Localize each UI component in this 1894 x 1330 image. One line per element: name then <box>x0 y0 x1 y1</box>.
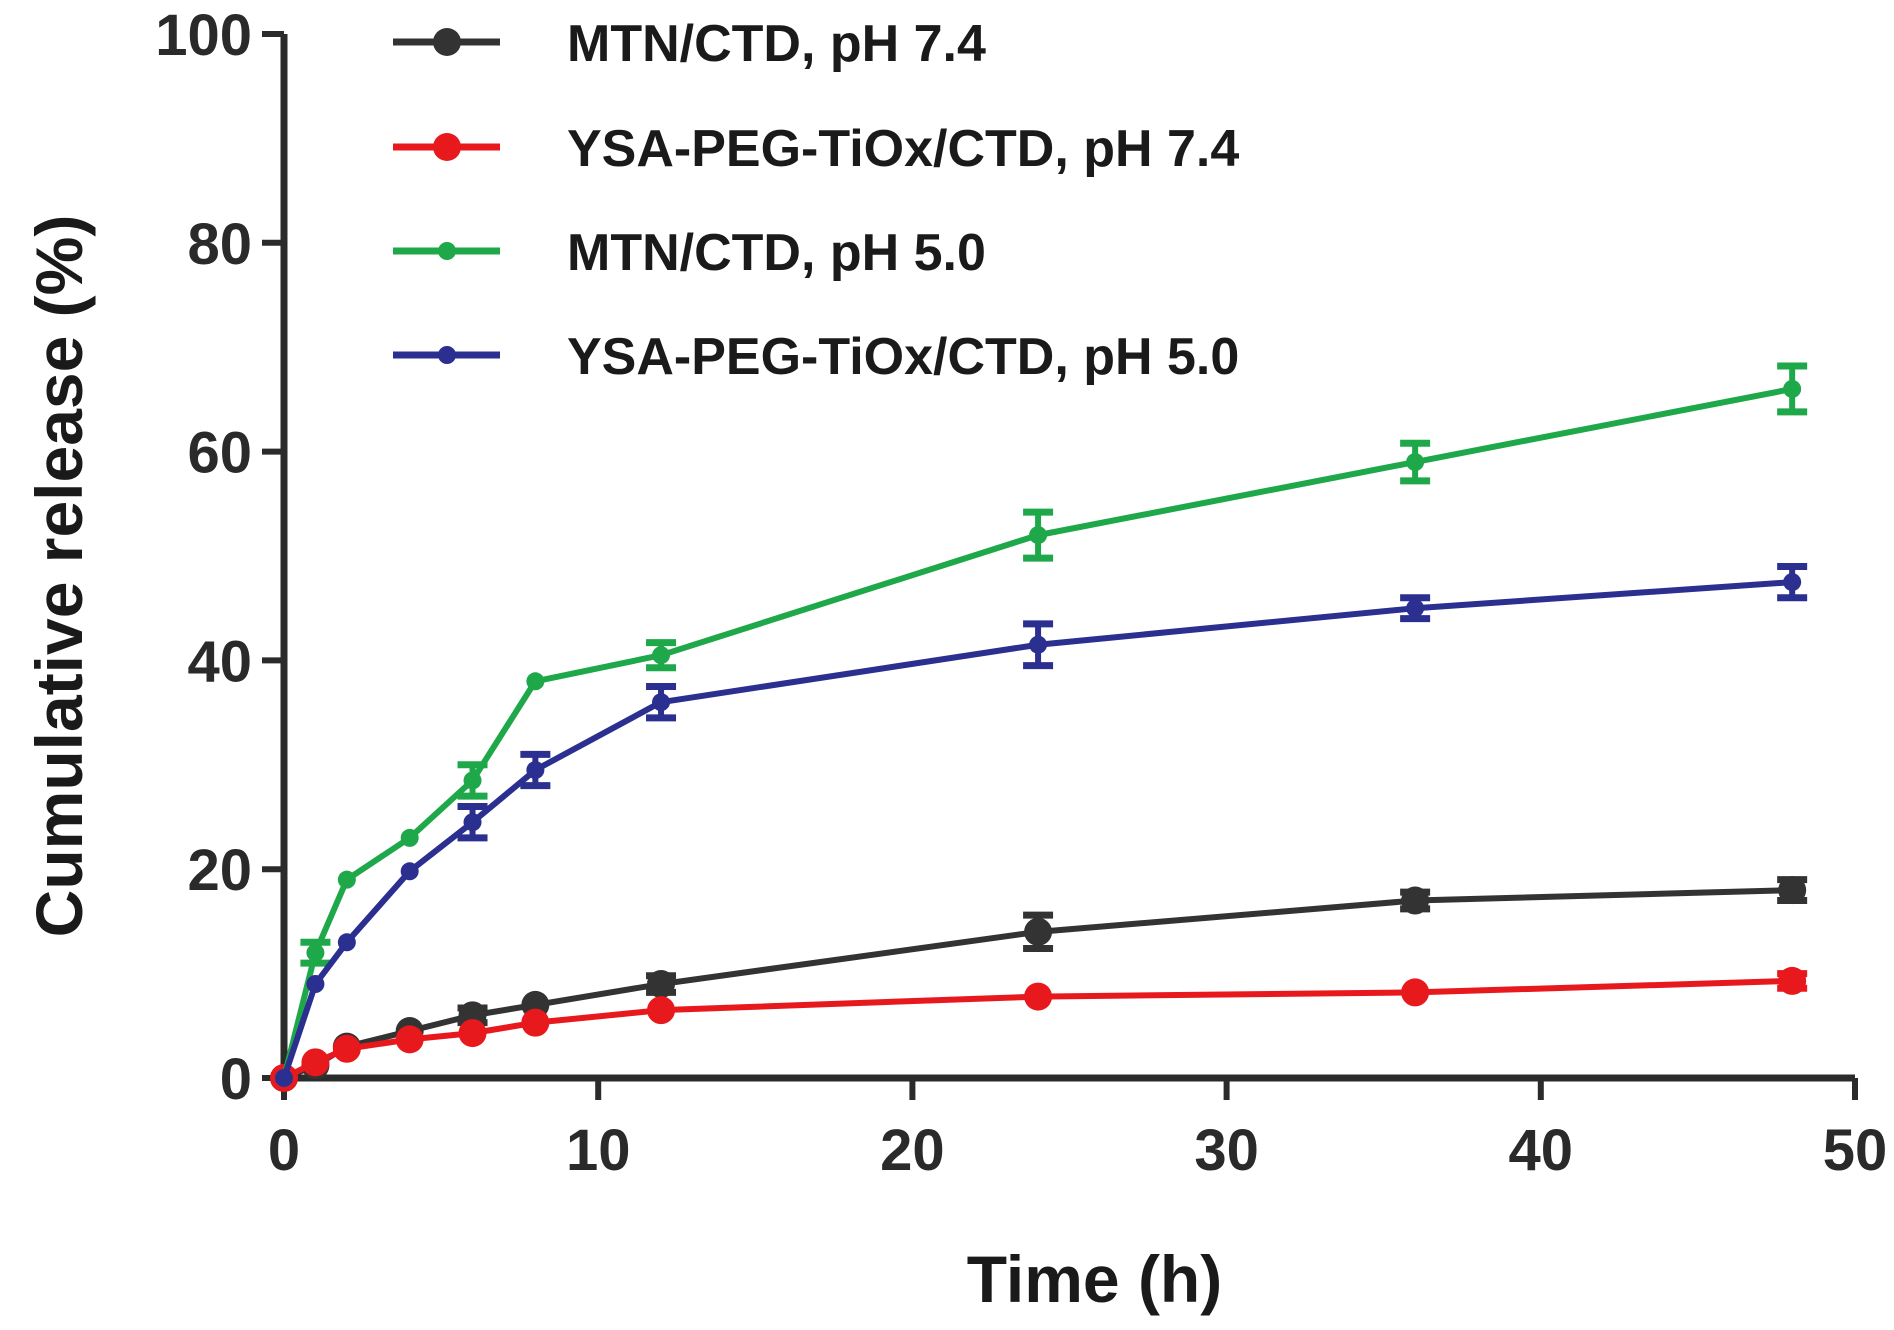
data-point <box>647 970 676 999</box>
legend-item: YSA-PEG-TiOx/CTD, pH 7.4 <box>393 120 1239 178</box>
data-point <box>1024 982 1053 1011</box>
data-point <box>463 813 482 832</box>
series-2 <box>270 966 1808 1092</box>
x-tick-label: 20 <box>880 1118 945 1183</box>
y-tick-label: 20 <box>187 838 252 903</box>
data-point <box>458 1019 487 1048</box>
x-tick-label: 0 <box>268 1118 300 1183</box>
data-point <box>301 1048 330 1077</box>
x-tick-label: 10 <box>566 1118 631 1183</box>
data-point <box>1783 379 1802 398</box>
series-4 <box>275 562 1808 1087</box>
x-ticks: 0 10 20 30 40 50 <box>268 1078 1887 1183</box>
data-point <box>1783 573 1802 592</box>
legend-item: MTN/CTD, pH 5.0 <box>393 224 986 282</box>
x-tick-label: 40 <box>1509 1118 1574 1183</box>
series-line <box>282 977 1793 1081</box>
data-point <box>521 1008 550 1037</box>
data-point <box>306 943 325 962</box>
data-point <box>1401 978 1430 1007</box>
data-point <box>400 828 419 847</box>
data-point <box>337 933 356 952</box>
x-tick-label: 50 <box>1823 1118 1888 1183</box>
data-point <box>395 1025 424 1054</box>
data-point <box>1406 453 1425 472</box>
legend-label: YSA-PEG-TiOx/CTD, pH 7.4 <box>567 120 1239 178</box>
data-point <box>526 761 545 780</box>
data-point <box>1024 917 1053 946</box>
data-point <box>1778 966 1807 995</box>
legend-item: YSA-PEG-TiOx/CTD, pH 5.0 <box>393 328 1239 386</box>
legend-label: MTN/CTD, pH 5.0 <box>567 224 986 282</box>
y-tick-label: 100 <box>155 3 252 68</box>
x-axis-title: Time (h) <box>967 1242 1222 1316</box>
data-point <box>463 771 482 790</box>
y-tick-label: 0 <box>220 1047 252 1112</box>
series-3 <box>275 362 1808 1087</box>
y-axis-title: Cumulative release (%) <box>22 215 96 938</box>
data-point <box>1029 635 1048 654</box>
axes <box>280 34 1855 1082</box>
data-point <box>275 1069 293 1087</box>
data-point <box>652 646 671 665</box>
data-point <box>1029 526 1048 545</box>
x-tick-label: 30 <box>1194 1118 1259 1183</box>
data-point <box>652 693 671 712</box>
series-line <box>281 579 1793 1079</box>
legend-label: YSA-PEG-TiOx/CTD, pH 5.0 <box>567 328 1239 386</box>
legend-label: MTN/CTD, pH 7.4 <box>567 15 986 73</box>
y-tick-label: 60 <box>187 421 252 486</box>
y-tick-label: 40 <box>187 629 252 694</box>
data-point <box>400 862 419 881</box>
data-point <box>526 672 545 691</box>
y-ticks: 0 20 40 60 80 100 <box>155 3 284 1112</box>
series-line <box>281 386 1793 1079</box>
data-point <box>306 975 325 994</box>
data-point <box>1401 886 1430 915</box>
legend-item: MTN/CTD, pH 7.4 <box>393 15 986 73</box>
data-point <box>332 1034 361 1063</box>
legend-swatch-marker <box>433 28 461 56</box>
legend-swatch-marker <box>438 242 456 260</box>
legend-swatch-marker <box>438 346 456 364</box>
y-tick-label: 80 <box>187 212 252 277</box>
data-point <box>1406 599 1425 618</box>
series <box>270 362 1808 1092</box>
data-point <box>647 996 676 1025</box>
legend: MTN/CTD, pH 7.4 YSA-PEG-TiOx/CTD, pH 7.4 M… <box>393 15 1239 386</box>
data-point <box>337 870 356 889</box>
legend-swatch-marker <box>433 133 461 161</box>
data-point <box>1778 876 1807 905</box>
